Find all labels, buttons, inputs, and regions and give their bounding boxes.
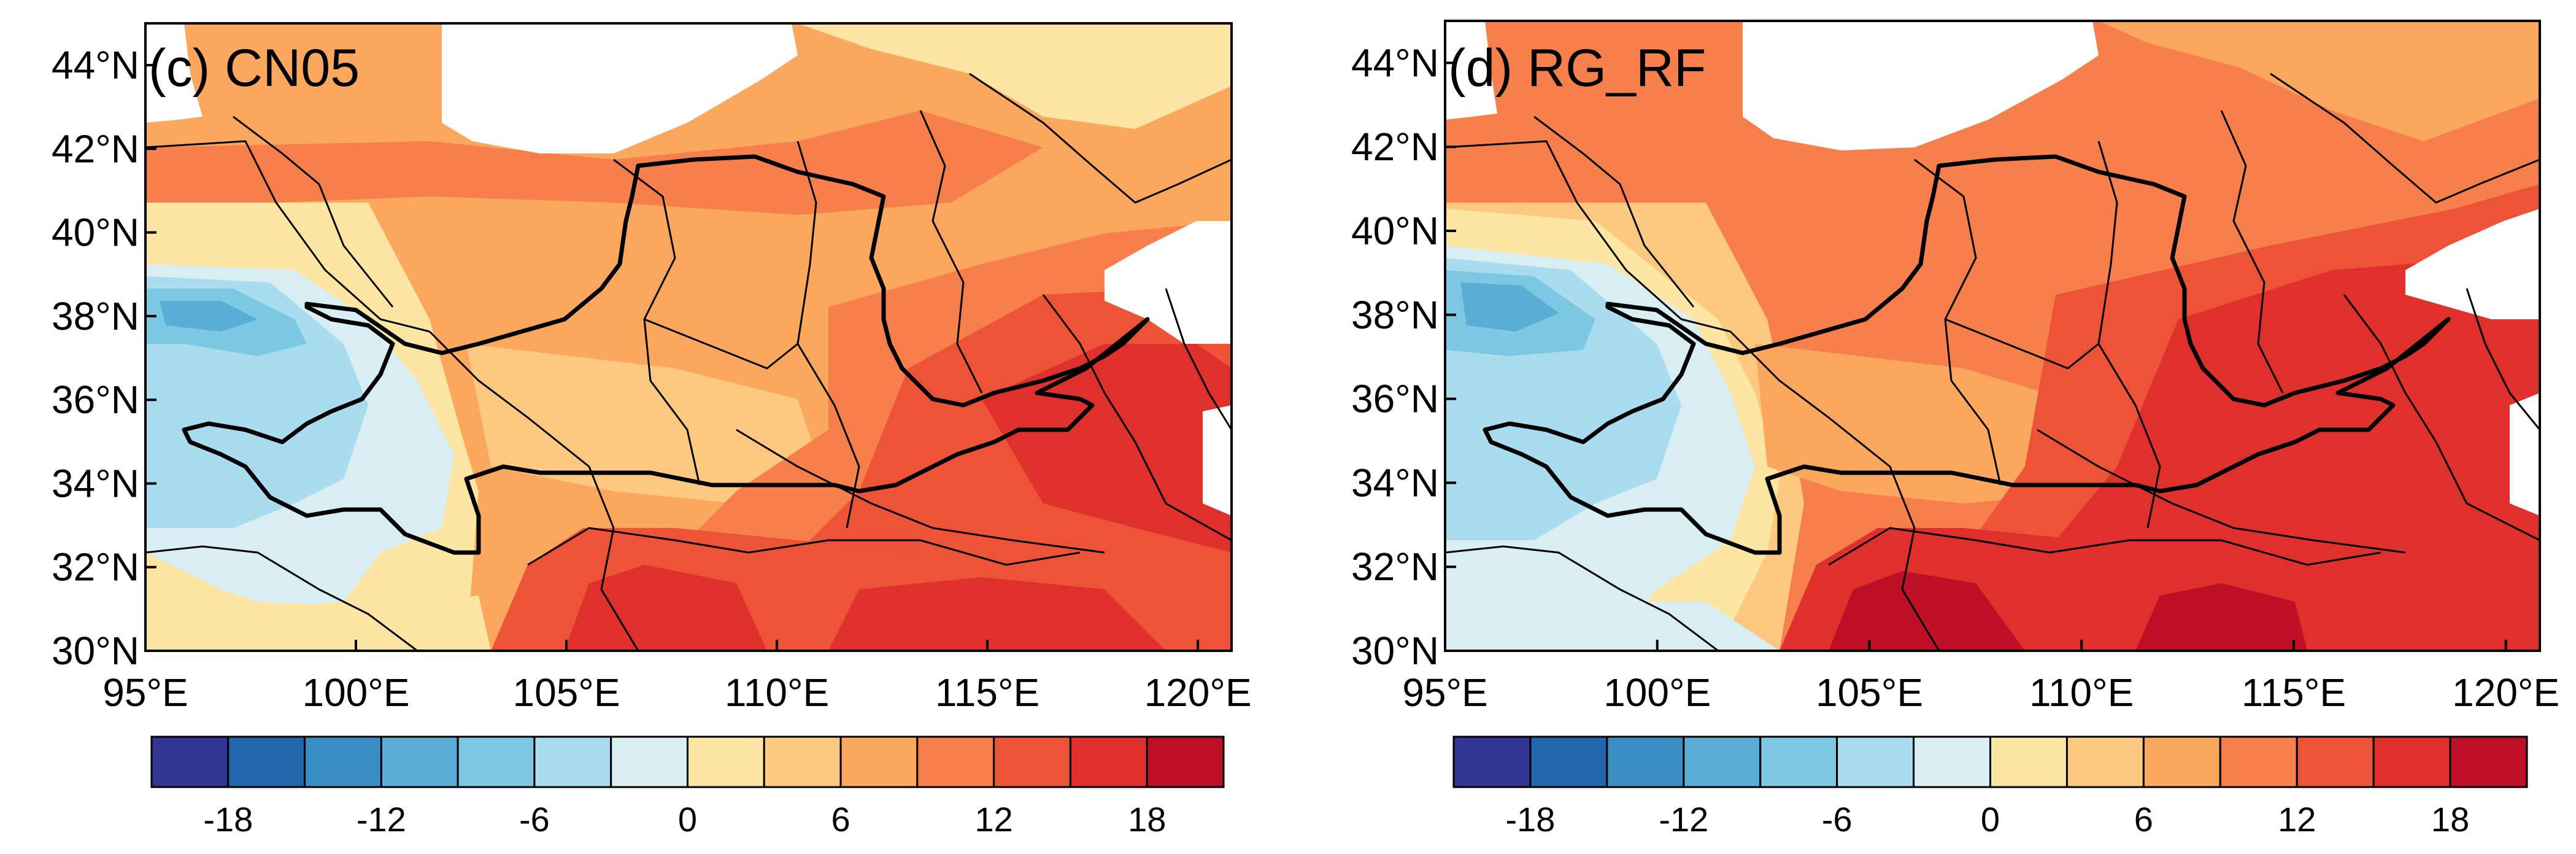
colorbar-swatch (1606, 736, 1685, 788)
colorbar-d: -18 -12 -6 0 6 12 18 (1452, 736, 2528, 839)
colorbar-label: -18 (1505, 800, 1555, 839)
colorbar-label: -12 (1659, 800, 1708, 839)
colorbar-swatch (687, 736, 765, 788)
y-tick-label: 32°N (1351, 545, 1439, 589)
colorbar-label: 18 (1128, 800, 1166, 839)
y-tick-label: 30°N (52, 629, 139, 673)
y-tick-label: 32°N (52, 545, 139, 589)
x-tick-label: 120°E (2452, 670, 2559, 715)
colorbar-swatch (610, 736, 689, 788)
y-axis-c: 44°N 42°N 40°N 38°N 36°N 34°N 32°N 30°N (52, 43, 156, 673)
x-tick-label: 120°E (1144, 670, 1252, 715)
y-tick-label: 40°N (52, 211, 139, 255)
y-tick-label: 42°N (52, 126, 139, 171)
colorbar-label: 0 (678, 800, 697, 839)
colorbar-swatch (304, 736, 382, 788)
y-tick-label: 44°N (1351, 41, 1439, 85)
panel-title-c: (c) CN05 (148, 39, 360, 98)
colorbar-swatch (2219, 736, 2298, 788)
x-tick-label: 105°E (1816, 670, 1923, 715)
panel-c: (c) CN05 44°N 42°N 40°N 38°N 36°N 34°N 32°N 30°… (52, 22, 1252, 839)
y-tick-label: 34°N (1351, 460, 1439, 505)
x-tick-label: 100°E (1603, 670, 1711, 715)
y-tick-label: 42°N (1351, 125, 1439, 169)
colorbar-swatch (533, 736, 612, 788)
colorbar-swatch (916, 736, 995, 788)
colorbar-swatch (457, 736, 536, 788)
colorbar-label: 12 (2278, 800, 2316, 839)
y-tick-label: 38°N (1351, 293, 1439, 337)
y-tick-label: 36°N (1351, 377, 1439, 421)
colorbar-label: -18 (203, 800, 253, 839)
y-tick-label: 30°N (1351, 629, 1439, 673)
colorbar-label: -6 (519, 800, 550, 839)
colorbar-label: -12 (357, 800, 406, 839)
colorbar-swatch (227, 736, 306, 788)
colorbar-swatch (150, 736, 229, 788)
colorbar-label: -6 (1822, 800, 1853, 839)
colorbar-swatch (1069, 736, 1148, 788)
x-axis-d: 95°E 100°E 105°E 110°E 115°E 120°E (1402, 640, 2559, 715)
colorbar-label: 0 (1981, 800, 2000, 839)
colorbar-swatch (1989, 736, 2068, 788)
y-tick-label: 34°N (52, 461, 139, 505)
x-tick-label: 110°E (725, 670, 829, 715)
colorbar-label: 6 (2134, 800, 2153, 839)
x-tick-label: 100°E (302, 670, 409, 715)
y-axis-d: 44°N 42°N 40°N 38°N 36°N 34°N 32°N 30°N (1351, 41, 1456, 673)
colorbar-swatch (1836, 736, 1915, 788)
colorbar-swatch (2142, 736, 2221, 788)
colorbar-swatch (993, 736, 1071, 788)
x-tick-label: 105°E (513, 670, 620, 715)
colorbar-label: 6 (831, 800, 850, 839)
x-tick-label: 115°E (2242, 670, 2346, 715)
panel-title-d: (d) RG_RF (1448, 39, 1706, 98)
y-tick-label: 40°N (1351, 209, 1439, 253)
colorbar-swatch (763, 736, 842, 788)
panel-d: (d) RG_RF 44°N 42°N 40°N 38°N 36°N 34°N 32°N 30… (1351, 20, 2559, 839)
x-tick-label: 95°E (1402, 670, 1487, 715)
colorbar-swatch (2296, 736, 2375, 788)
x-tick-label: 115°E (935, 670, 1039, 715)
x-tick-label: 110°E (2029, 670, 2134, 715)
colorbar-swatch (1913, 736, 1992, 788)
colorbar-swatch (2372, 736, 2451, 788)
y-tick-label: 38°N (52, 294, 139, 338)
colorbar-swatch (1683, 736, 1762, 788)
colorbar-c: -18 -12 -6 0 6 12 18 (150, 736, 1225, 839)
colorbar-swatch (1452, 736, 1532, 788)
colorbar-swatch (1146, 736, 1225, 788)
map-frame-d (1444, 20, 2541, 652)
colorbar-swatch (2065, 736, 2145, 788)
x-tick-label: 95°E (102, 670, 188, 715)
y-tick-label: 44°N (52, 43, 139, 87)
y-tick-label: 36°N (52, 378, 139, 422)
colorbar-label: 18 (2431, 800, 2469, 839)
colorbar-swatch (2449, 736, 2528, 788)
colorbar-label: 12 (974, 800, 1012, 839)
map-frame-c (144, 22, 1233, 652)
colorbar-swatch (1529, 736, 1608, 788)
colorbar-swatch (380, 736, 459, 788)
x-axis-c: 95°E 100°E 105°E 110°E 115°E 120°E (102, 640, 1252, 715)
colorbar-swatch (839, 736, 919, 788)
colorbar-swatch (1759, 736, 1838, 788)
